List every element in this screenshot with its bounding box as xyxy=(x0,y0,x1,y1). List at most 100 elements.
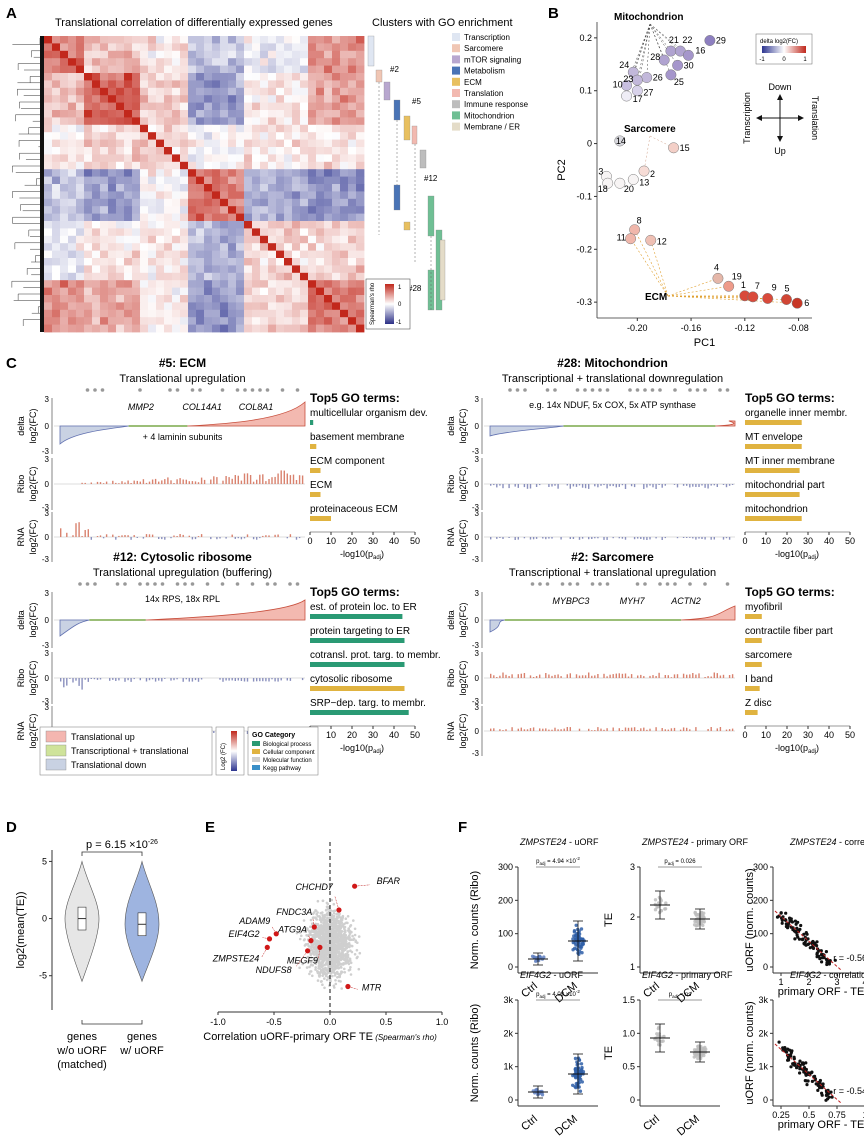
heatmap-cell xyxy=(316,154,325,163)
heatmap-cell xyxy=(132,176,141,185)
data-point xyxy=(337,947,340,951)
heatmap-cell xyxy=(68,65,77,74)
heatmap-cell xyxy=(148,43,157,52)
heatmap-cell xyxy=(68,221,77,229)
fc-bar xyxy=(289,475,292,484)
go-bar xyxy=(310,638,405,643)
y-tick-label: 0.1 xyxy=(579,86,592,96)
heatmap-cell xyxy=(212,65,221,74)
heatmap-cell xyxy=(124,161,133,170)
go-bar xyxy=(310,662,405,667)
heatmap-cell xyxy=(228,161,237,170)
cluster-point-25 xyxy=(665,69,677,81)
heatmap-cell xyxy=(332,73,341,81)
category-label: DCM xyxy=(553,1113,580,1138)
heatmap-cell xyxy=(76,295,85,303)
heatmap-cell xyxy=(68,295,77,303)
heatmap-cell xyxy=(268,250,277,259)
heatmap-cell xyxy=(348,169,357,177)
heatmap-cell xyxy=(196,65,205,74)
heatmap-cell xyxy=(108,50,117,59)
heatmap-cell xyxy=(268,50,277,59)
fc-bar xyxy=(237,678,239,681)
fc-bar xyxy=(112,534,114,537)
heatmap-cell xyxy=(132,184,141,192)
fc-bar xyxy=(640,674,642,678)
heatmap-cell xyxy=(252,36,261,44)
heatmap-cell xyxy=(140,235,149,244)
fc-bar xyxy=(274,678,276,682)
heatmap-cell xyxy=(156,191,165,200)
heatmap-cell xyxy=(308,124,317,133)
heatmap-cell xyxy=(356,198,365,207)
heatmap-cell xyxy=(356,43,365,52)
fc-bar xyxy=(231,478,233,484)
significance-dot xyxy=(280,388,285,392)
heatmap-cell xyxy=(44,309,53,318)
fc-bar xyxy=(505,674,507,678)
heatmap-cell xyxy=(244,191,253,200)
legend-swatch xyxy=(452,111,460,120)
heatmap-cell xyxy=(276,324,285,333)
heatmap-cell xyxy=(52,317,61,325)
heatmap-cell xyxy=(156,206,165,214)
heatmap-cell xyxy=(164,250,173,259)
significance-dot xyxy=(515,388,520,392)
row-label: Ribo xyxy=(16,669,26,688)
heatmap-cell xyxy=(76,43,85,52)
fc-bar xyxy=(600,728,602,731)
fc-bar xyxy=(627,676,630,678)
delta-area-down xyxy=(489,619,505,633)
leader-line xyxy=(667,278,719,297)
delta-area-down xyxy=(59,619,90,637)
point-label-24: 24 xyxy=(619,60,629,70)
data-point xyxy=(325,932,328,936)
heatmap-cell xyxy=(44,250,53,259)
fc-bar xyxy=(551,484,553,487)
heatmap-cell xyxy=(92,228,101,237)
heatmap-cell xyxy=(76,280,85,288)
legend-label-mtor-signaling: mTOR signaling xyxy=(464,55,521,64)
fc-bar xyxy=(499,537,501,538)
data-point xyxy=(300,934,303,938)
heatmap-cell xyxy=(124,154,133,163)
heatmap-cell xyxy=(84,65,93,74)
heatmap-cell xyxy=(140,258,149,266)
heatmap-cell xyxy=(148,272,157,281)
point-label-18: 18 xyxy=(598,184,608,194)
module-note: 14x RPS, 18x RPL xyxy=(145,594,220,604)
heatmap-cell xyxy=(308,154,317,163)
heatmap-cell xyxy=(356,287,365,296)
heatmap-cell xyxy=(148,228,157,237)
module-subtitle: Translational upregulation (buffering) xyxy=(93,567,272,579)
data-point xyxy=(693,911,697,915)
heatmap-cell xyxy=(92,184,101,192)
heatmap-cell xyxy=(164,50,173,59)
fc-bar xyxy=(554,727,556,731)
heatmap-cell xyxy=(292,87,301,96)
heatmap-cell xyxy=(356,80,365,89)
heatmap-cell xyxy=(92,250,101,259)
go-bar xyxy=(310,444,317,449)
fc-bar xyxy=(274,476,276,484)
data-point xyxy=(301,962,305,966)
row-label-unit: log2(FC) xyxy=(28,519,38,554)
heatmap-cell xyxy=(44,117,53,126)
heatmap-cell xyxy=(164,191,173,200)
fc-bar xyxy=(133,678,135,680)
heatmap-cell xyxy=(140,139,149,148)
heatmap-cell xyxy=(140,280,149,288)
data-point xyxy=(341,915,344,919)
data-point xyxy=(338,973,341,976)
gene-label-atg9a: ATG9A xyxy=(277,925,307,935)
heatmap-cell xyxy=(188,295,197,303)
heatmap-cell xyxy=(268,272,277,281)
heatmap-cell xyxy=(188,302,197,311)
heatmap-cell xyxy=(308,287,317,296)
heatmap-cell xyxy=(76,287,85,296)
fc-bar xyxy=(597,674,599,678)
heatmap-cell xyxy=(292,250,301,259)
fc-bar xyxy=(130,483,132,484)
heatmap-cell xyxy=(84,265,93,274)
heatmap-cell xyxy=(292,176,301,185)
